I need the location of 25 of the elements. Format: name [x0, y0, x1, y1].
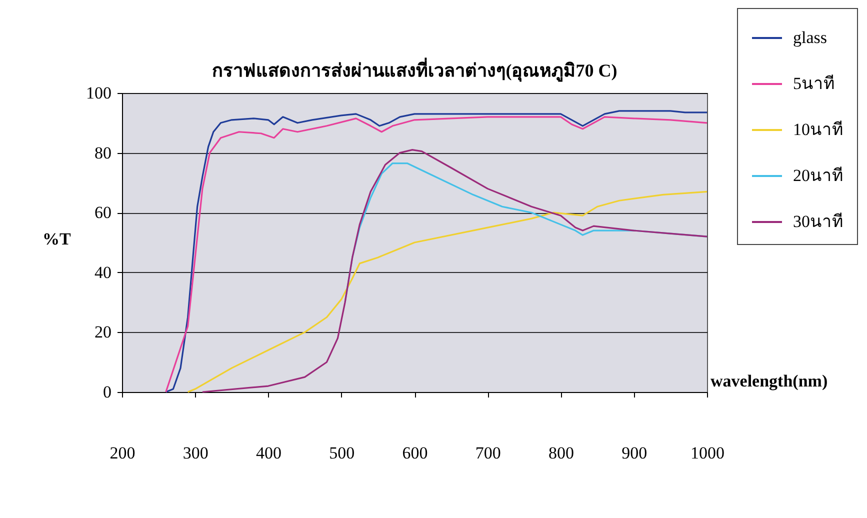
- x-tick-label: 900: [622, 444, 648, 462]
- legend-label: 30นาที: [793, 212, 843, 231]
- x-tick-label: 1000: [690, 444, 724, 462]
- line-series: [187, 190, 708, 393]
- x-tick-label: 300: [182, 444, 208, 462]
- x-tick-label: 600: [402, 444, 428, 462]
- legend-label: glass: [793, 28, 827, 47]
- y-tick-label: 40: [94, 262, 112, 282]
- chart-title: กราฟแสดงการส่งผ่านแสงที่เวลาต่างๆ(อุณหภูมิ70 C): [212, 58, 618, 82]
- x-tick-label: 800: [548, 444, 574, 462]
- y-tick-label: 60: [94, 203, 112, 222]
- line-series: [202, 149, 708, 393]
- x-axis-title: wavelength(nm): [710, 372, 828, 390]
- legend-label: 5นาที: [793, 74, 834, 93]
- x-tick-label: 400: [256, 444, 282, 462]
- x-tick-label: 500: [329, 444, 355, 462]
- y-tick-label: 100: [86, 84, 112, 102]
- y-tick-label: 20: [94, 322, 112, 342]
- y-axis-title: %T: [42, 230, 72, 248]
- legend-label: 10นาที: [793, 120, 843, 139]
- y-tick-label: 0: [103, 382, 112, 402]
- x-tick-label: 700: [475, 444, 501, 462]
- y-tick-label: 80: [94, 143, 112, 162]
- legend-label: 20นาที: [793, 166, 843, 185]
- x-tick-label: 200: [110, 444, 136, 462]
